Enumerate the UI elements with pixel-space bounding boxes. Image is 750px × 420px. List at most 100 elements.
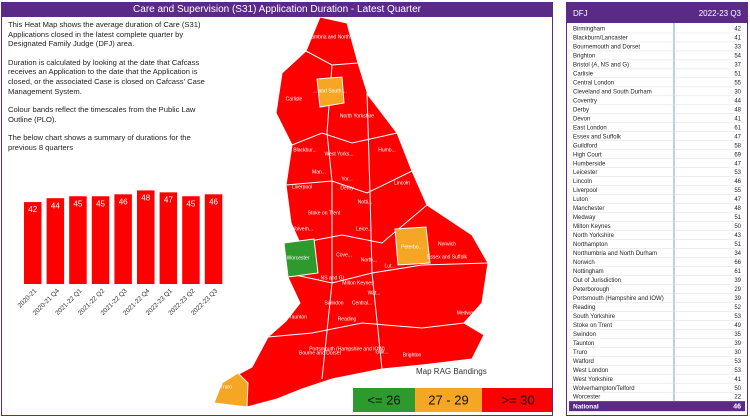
row-label: Liverpool xyxy=(573,188,597,194)
column-header: DFJ xyxy=(573,9,588,18)
row-label: Coventry xyxy=(573,98,597,104)
map-region-label: Lut... xyxy=(384,263,395,269)
row-label: Nottingham xyxy=(573,269,604,275)
truro-area xyxy=(213,372,249,408)
row-label: West London xyxy=(573,368,608,374)
map-region-label: Carlisle xyxy=(286,96,303,102)
row-label: Milton Keynes xyxy=(573,224,611,230)
map-region-label: Portsmouth (Hampshire and IOW) xyxy=(309,346,385,352)
row-value: 69 xyxy=(734,152,741,158)
row-label: Northampton xyxy=(573,242,608,248)
row-label: Blackburn/Lancaster xyxy=(573,36,628,42)
england-map xyxy=(213,16,489,408)
map-region-label: Guil... xyxy=(375,349,388,355)
map-region-label: Worcester xyxy=(287,255,310,261)
map-region-label: Norwich xyxy=(438,241,456,247)
legend-label: 27 - 29 xyxy=(428,392,468,407)
intro-paragraph: This Heat Map shows the average duration… xyxy=(8,20,201,49)
row-label: Watford xyxy=(573,359,594,365)
row-value: 51 xyxy=(734,242,741,248)
row-value: 55 xyxy=(734,80,741,86)
table-header-bg xyxy=(567,3,747,23)
bar xyxy=(137,190,155,284)
row-label: Leicester xyxy=(573,170,597,176)
row-label: Norwich xyxy=(573,260,595,266)
map-region-label: North... xyxy=(361,257,377,263)
legend-label: <= 26 xyxy=(367,392,400,407)
map-region-label: Cove... xyxy=(336,252,352,258)
bar xyxy=(91,196,110,284)
row-value: 33 xyxy=(734,45,741,51)
map-region-label: Central... xyxy=(352,300,372,306)
bar xyxy=(69,196,87,284)
row-value: 41 xyxy=(734,377,741,383)
map-region-label: North Yorkshire xyxy=(340,113,374,119)
row-label: Essex and Suffolk xyxy=(573,134,622,140)
row-label: Manchester xyxy=(573,206,604,212)
bar xyxy=(159,192,178,284)
row-label: Swindon xyxy=(573,332,596,338)
map-region-label: Blackbur... xyxy=(293,147,316,153)
bar-value-label: 46 xyxy=(209,197,218,206)
intro-paragraph: Duration is calculated by looking at the… xyxy=(8,57,205,96)
peterborough-area xyxy=(394,226,431,266)
intro-paragraph: The below chart shows a summary of durat… xyxy=(8,133,191,152)
row-value: 43 xyxy=(734,233,741,239)
row-value: 47 xyxy=(734,161,741,167)
row-value: 51 xyxy=(734,71,741,77)
map-region-label: Yor... xyxy=(341,176,352,182)
row-value: 54 xyxy=(734,54,741,60)
map-region-label: Milton Keynes xyxy=(342,280,374,286)
bar-value-label: 45 xyxy=(96,199,105,208)
map-region-label: Man... xyxy=(312,169,326,175)
row-value: 41 xyxy=(734,116,741,122)
bar-value-label: 46 xyxy=(119,197,128,206)
row-label: Reading xyxy=(573,305,595,311)
map-region-label: Reading xyxy=(338,316,357,322)
bar xyxy=(24,202,42,284)
map-region-label: Stoke on Trent xyxy=(308,210,341,216)
bar-value-label: 45 xyxy=(73,199,82,208)
row-value: 61 xyxy=(734,125,741,131)
legend-swatch xyxy=(415,388,482,412)
row-value: 35 xyxy=(734,332,741,338)
map-region-label: Wat... xyxy=(368,290,381,296)
row-label: Lincoln xyxy=(573,179,592,185)
row-label: Wolverhampton/Telford xyxy=(573,386,635,392)
row-value: 55 xyxy=(734,188,741,194)
intro-paragraph: Colour bands reflect the timescales from… xyxy=(8,105,196,124)
row-label: Carlisle xyxy=(573,71,594,77)
row-value: 39 xyxy=(734,296,741,302)
row-label: Central London xyxy=(573,80,614,86)
map-region-label: Notti... xyxy=(358,199,372,205)
row-label: Stoke on Trent xyxy=(573,323,612,329)
map-region-label: Leice... xyxy=(356,226,372,232)
row-value: 53 xyxy=(734,359,741,365)
row-label: East London xyxy=(573,125,607,131)
row-label: Medway xyxy=(573,215,595,221)
row-label: Luton xyxy=(573,197,588,203)
row-label: Derby xyxy=(573,107,589,113)
row-label: Northumbria and North Durham xyxy=(573,251,657,257)
column-header: 2022-23 Q3 xyxy=(699,9,742,18)
map-region-label: Northumbria and North Durham xyxy=(299,34,369,40)
row-value: 29 xyxy=(734,287,741,293)
legend-swatch xyxy=(482,388,552,412)
row-label: Portsmouth (Hampshire and IOW) xyxy=(573,296,664,302)
legend-swatch xyxy=(353,388,415,412)
bar xyxy=(46,198,65,284)
row-value: 49 xyxy=(734,323,741,329)
total-label: National xyxy=(573,403,599,410)
row-label: Cleveland and South Durham xyxy=(573,89,652,95)
row-value: 48 xyxy=(734,206,741,212)
row-value: 30 xyxy=(734,89,741,95)
row-value: 53 xyxy=(734,314,741,320)
bar xyxy=(114,194,132,284)
row-value: 44 xyxy=(734,98,741,104)
row-value: 53 xyxy=(734,368,741,374)
map-panel: 42 2020-21 44 2020-21 Q4 45 2021-22 Q1 45 2021-… xyxy=(1,2,553,416)
map-region-label: West Yorks... xyxy=(324,151,353,157)
x-tick-label: 2020-21 xyxy=(17,287,39,309)
